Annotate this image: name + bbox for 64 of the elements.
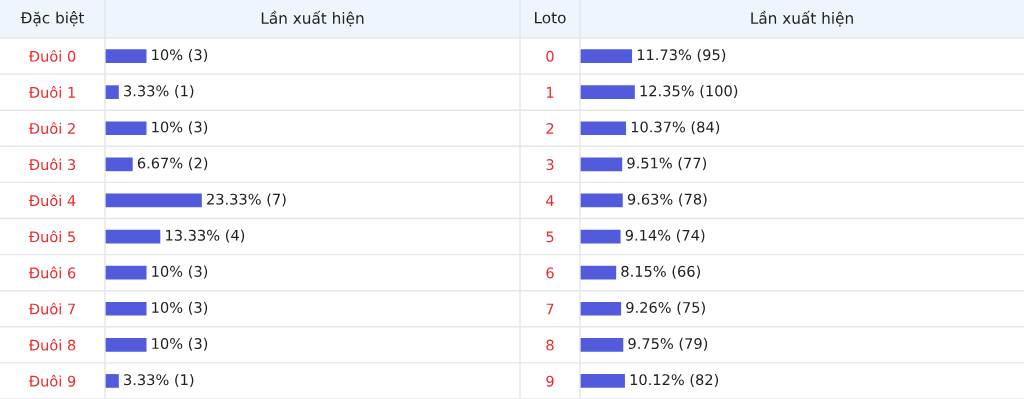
bar [580, 301, 622, 316]
data-label: 10% (3) [152, 121, 208, 135]
data-label: 3.33% (1) [124, 85, 194, 99]
bar [105, 229, 161, 244]
y-tick-label: 3 [546, 159, 554, 171]
y-tick-label: 4 [546, 195, 554, 206]
y-tick-label: 9 [546, 375, 554, 387]
data-label: 9.51% (77) [627, 157, 707, 171]
bar [580, 85, 635, 100]
data-label: 23.33% (7) [207, 193, 286, 207]
y-tick-label: 5 [546, 231, 554, 243]
data-label: 11.73% (95) [637, 49, 726, 62]
chart-title: Lần xuất hiện [261, 10, 364, 27]
y-tick-label: Đuôi 0 [28, 49, 76, 62]
y-tick-label: Đuôi 1 [28, 86, 75, 98]
bar [580, 265, 617, 280]
bar [580, 337, 624, 352]
chart-title: Lần xuất hiện [751, 10, 853, 27]
data-label: 10.12% (82) [630, 373, 719, 387]
bar [105, 301, 147, 316]
y-tick-label: 6 [546, 267, 554, 279]
bar [105, 121, 147, 136]
data-label: 10% (3) [152, 301, 208, 315]
data-label: 9.14% (74) [625, 229, 705, 243]
bar [105, 337, 147, 352]
data-label: 10% (3) [152, 337, 208, 351]
bar [105, 85, 119, 100]
bar [105, 193, 202, 208]
y-tick-label: Đuôi 5 [28, 230, 75, 243]
data-label: 10.37% (84) [631, 121, 720, 135]
bar [105, 49, 147, 63]
bar [105, 374, 119, 388]
bar [580, 157, 623, 172]
bar [105, 265, 147, 280]
y-tick-label: Đuôi 9 [28, 374, 76, 387]
y-tick-label: Đuôi 8 [28, 338, 76, 351]
data-label: 3.33% (1) [124, 373, 194, 387]
data-label: 13.33% (4) [166, 229, 245, 243]
data-label: 6.67% (2) [137, 157, 208, 171]
bar [105, 157, 133, 172]
bar [580, 374, 625, 388]
data-label: 9.63% (78) [627, 193, 707, 207]
y-tick-label: Đuôi 2 [28, 122, 75, 134]
data-label: 8.15% (66) [621, 265, 700, 279]
y-axis-title: Đặc biệt [20, 11, 85, 27]
y-tick-label: Đuôi 7 [28, 302, 75, 315]
y-tick-label: 1 [546, 87, 554, 98]
data-label: 10% (3) [152, 265, 208, 279]
y-tick-label: Đuôi 6 [28, 266, 76, 279]
data-label: 9.75% (79) [628, 337, 708, 351]
bar [580, 193, 623, 208]
y-tick-label: 0 [546, 50, 554, 62]
y-tick-label: Đuôi 3 [28, 158, 76, 171]
y-tick-label: 7 [546, 303, 554, 315]
bar [580, 49, 633, 63]
bar [580, 121, 627, 136]
y-tick-label: 2 [546, 122, 554, 134]
y-tick-label: Đuôi 4 [28, 194, 76, 207]
data-label: 12.35% (100) [640, 85, 738, 99]
y-axis-title: Loto [535, 12, 566, 24]
bar [580, 229, 621, 244]
data-label: 9.26% (75) [626, 301, 705, 315]
y-tick-label: 8 [546, 339, 554, 351]
data-label: 10% (3) [152, 49, 208, 62]
